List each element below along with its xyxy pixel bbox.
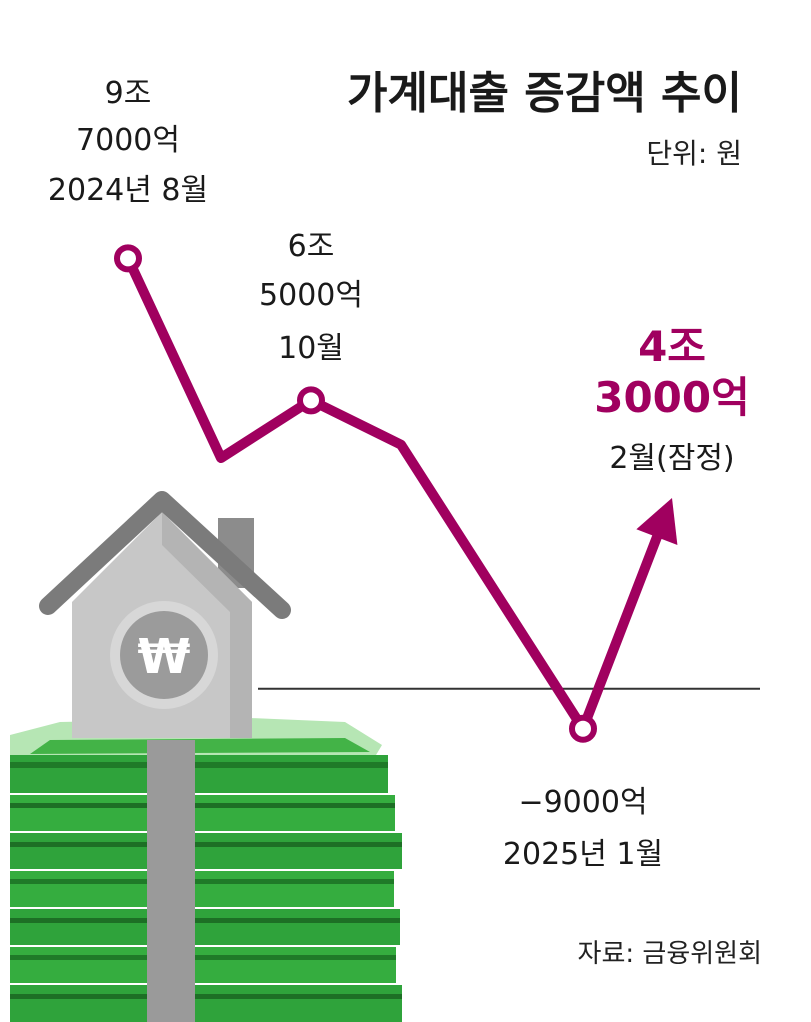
house-icon: ₩ xyxy=(39,491,291,738)
data-label-feb-date: 2월(잠정) xyxy=(609,441,734,476)
money-band xyxy=(147,740,195,1022)
data-label-oct-value-1: 6조 xyxy=(288,229,335,264)
series-layer xyxy=(114,244,678,743)
data-label-oct-date: 10월 xyxy=(278,331,344,366)
data-point-marker-2024-10 xyxy=(297,386,325,415)
data-label-layer: 9조 7000억 2024년 8월 6조 5000억 10월 −9000억 20… xyxy=(48,76,750,872)
data-label-feb-value-1: 4조 xyxy=(638,322,706,371)
money-band-top xyxy=(30,738,370,754)
won-icon: ₩ xyxy=(138,629,191,685)
data-label-feb-value-2: 3000억 xyxy=(594,373,750,422)
data-label-aug-value-2: 7000억 xyxy=(76,123,180,158)
house-money-illustration: ₩ xyxy=(10,491,402,1022)
chart-title: 가계대출 증감액 추이 xyxy=(347,68,742,119)
data-point-marker-2024-08 xyxy=(114,244,142,273)
source-label: 자료: 금융위원회 xyxy=(578,939,762,969)
data-label-aug-date: 2024년 8월 xyxy=(48,173,208,208)
unit-label: 단위: 원 xyxy=(646,137,742,170)
data-point-marker-2025-01 xyxy=(569,714,597,743)
money-stack xyxy=(10,755,402,1022)
data-label-jan-date: 2025년 1월 xyxy=(503,837,663,872)
data-label-jan-value: −9000억 xyxy=(518,785,647,820)
data-label-aug-value-1: 9조 xyxy=(105,76,152,111)
data-label-oct-value-2: 5000억 xyxy=(259,278,363,313)
series-arrowhead xyxy=(636,497,678,546)
